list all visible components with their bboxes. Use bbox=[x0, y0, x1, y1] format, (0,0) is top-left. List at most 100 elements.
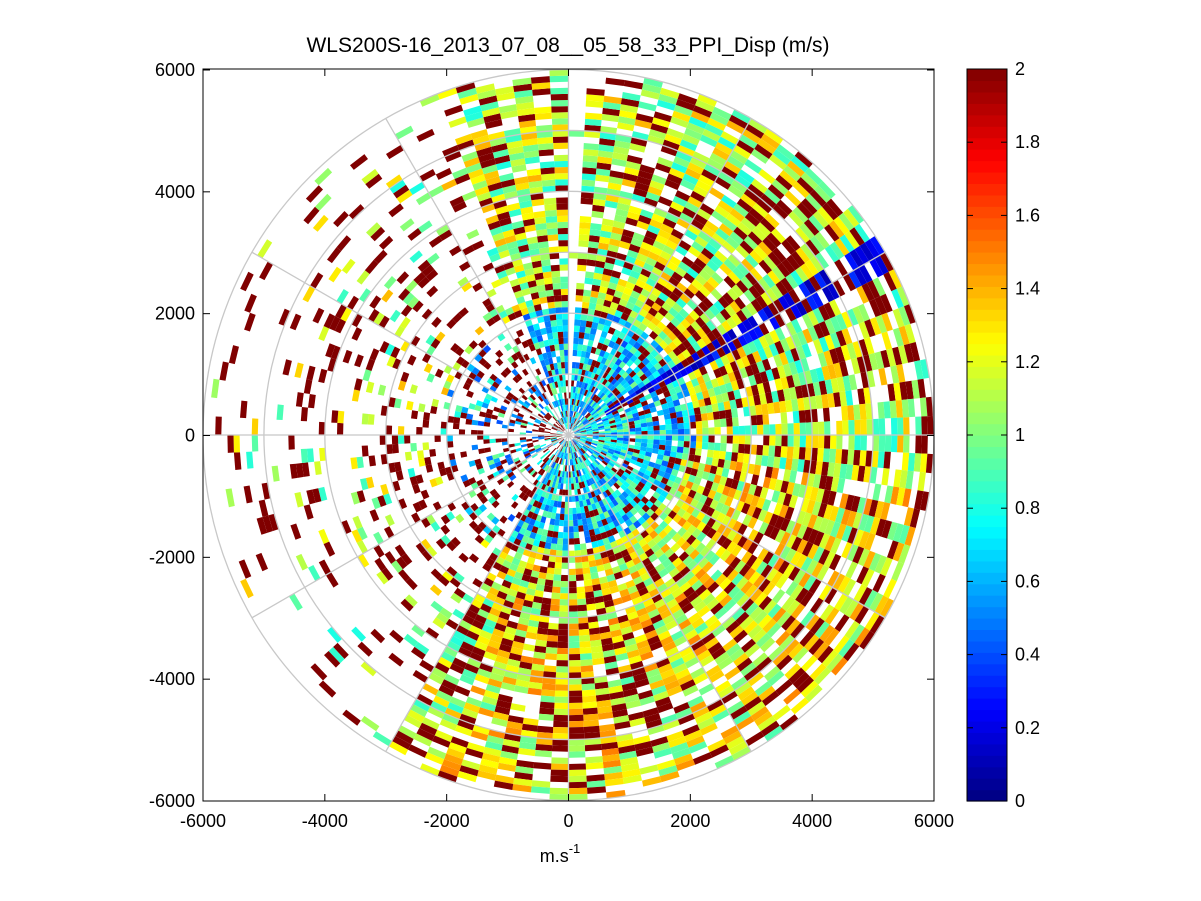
ppi-cell bbox=[625, 160, 641, 171]
ppi-cell bbox=[640, 651, 654, 661]
ppi-cell bbox=[553, 362, 558, 370]
ppi-cell bbox=[634, 182, 650, 192]
ppi-cell bbox=[737, 169, 755, 184]
ppi-cell bbox=[792, 647, 809, 664]
ppi-cell bbox=[568, 489, 572, 496]
ppi-cell bbox=[872, 573, 886, 593]
ppi-cell bbox=[847, 527, 859, 545]
ppi-cell bbox=[672, 463, 681, 471]
ppi-cell bbox=[727, 487, 737, 499]
ppi-cell bbox=[622, 459, 630, 466]
ppi-cell bbox=[626, 211, 640, 221]
ppi-cell bbox=[416, 693, 433, 707]
ppi-cell bbox=[579, 426, 586, 430]
ppi-cell bbox=[690, 468, 698, 477]
ppi-cell bbox=[550, 436, 557, 439]
ppi-cell bbox=[596, 323, 605, 331]
ppi-cell bbox=[333, 211, 349, 228]
ppi-cell bbox=[545, 498, 552, 506]
ppi-cell bbox=[728, 741, 749, 756]
ppi-cell bbox=[573, 438, 578, 444]
ppi-cell bbox=[570, 423, 574, 430]
ppi-cell bbox=[464, 345, 474, 355]
ppi-cell bbox=[524, 268, 535, 277]
ppi-cell bbox=[609, 422, 617, 427]
y-tick-label: 2000 bbox=[155, 304, 195, 324]
ppi-cell bbox=[562, 446, 565, 453]
ppi-cell bbox=[572, 439, 578, 444]
ppi-cell bbox=[647, 224, 661, 235]
ppi-cell bbox=[586, 780, 606, 788]
ppi-cell bbox=[771, 467, 780, 480]
ppi-cell bbox=[507, 392, 515, 399]
ppi-cell bbox=[581, 369, 586, 377]
ppi-cell bbox=[869, 235, 885, 256]
ppi-cell bbox=[680, 679, 696, 691]
ppi-cell bbox=[495, 349, 504, 358]
ppi-cell bbox=[654, 297, 666, 307]
ppi-cell bbox=[723, 258, 737, 272]
ppi-cell bbox=[756, 222, 771, 237]
ppi-cell bbox=[483, 421, 491, 427]
chart-title: WLS200S-16_2013_07_08__05_58_33_PPI_Disp… bbox=[306, 34, 829, 57]
ppi-cell bbox=[603, 299, 612, 308]
ppi-cell bbox=[741, 691, 759, 706]
ppi-cell bbox=[535, 447, 542, 452]
ppi-cell bbox=[608, 361, 615, 369]
ppi-cell bbox=[517, 412, 524, 418]
ppi-cell bbox=[671, 162, 688, 174]
ppi-cell bbox=[500, 178, 516, 188]
ppi-cell bbox=[522, 717, 539, 726]
ppi-cell bbox=[559, 458, 563, 465]
ppi-cell bbox=[443, 380, 452, 390]
ppi-cell bbox=[680, 179, 696, 191]
ppi-cell bbox=[650, 245, 663, 256]
ppi-cell bbox=[413, 272, 426, 285]
ppi-cell bbox=[609, 478, 616, 485]
ppi-cell bbox=[696, 428, 703, 435]
ppi-cell bbox=[744, 435, 752, 445]
ppi-cell bbox=[604, 398, 612, 405]
ppi-cell bbox=[540, 483, 547, 491]
ppi-cell bbox=[434, 661, 450, 674]
ppi-cell bbox=[671, 271, 684, 283]
ppi-cell bbox=[485, 645, 499, 656]
ppi-cell bbox=[362, 369, 372, 382]
ppi-cell bbox=[559, 258, 569, 265]
ppi-cell bbox=[645, 516, 655, 526]
ppi-cell bbox=[593, 272, 603, 281]
ppi-cell bbox=[704, 220, 719, 233]
ppi-cell bbox=[482, 562, 493, 573]
ppi-cell bbox=[699, 134, 718, 148]
ppi-cell bbox=[540, 422, 547, 427]
ppi-cell bbox=[818, 380, 828, 395]
ppi-cell bbox=[540, 462, 546, 469]
ppi-cell bbox=[618, 508, 626, 517]
ppi-cell bbox=[722, 218, 738, 232]
ppi-cell bbox=[446, 640, 461, 653]
ppi-cell bbox=[657, 156, 674, 168]
ppi-cell bbox=[551, 118, 569, 125]
ppi-cell bbox=[554, 160, 569, 168]
ppi-cell bbox=[389, 179, 406, 194]
ppi-cell bbox=[560, 425, 565, 431]
ppi-cell bbox=[556, 209, 569, 216]
ppi-cell bbox=[771, 490, 781, 503]
ppi-cell bbox=[577, 519, 583, 526]
ppi-cell bbox=[602, 268, 613, 277]
ppi-cell bbox=[305, 185, 323, 203]
ppi-cell bbox=[458, 552, 469, 563]
ppi-cell bbox=[534, 272, 544, 281]
ppi-cell bbox=[610, 697, 626, 706]
ppi-cell bbox=[711, 327, 722, 339]
ppi-cell bbox=[804, 447, 812, 461]
ppi-cell bbox=[669, 451, 677, 458]
ppi-cell bbox=[432, 617, 446, 630]
ppi-cell bbox=[452, 608, 465, 620]
ppi-cell bbox=[536, 124, 553, 133]
ppi-cell bbox=[528, 498, 536, 506]
ppi-cell bbox=[581, 301, 590, 309]
ppi-cell bbox=[620, 379, 628, 387]
ppi-cell bbox=[884, 485, 894, 504]
ppi-cell bbox=[579, 500, 584, 508]
